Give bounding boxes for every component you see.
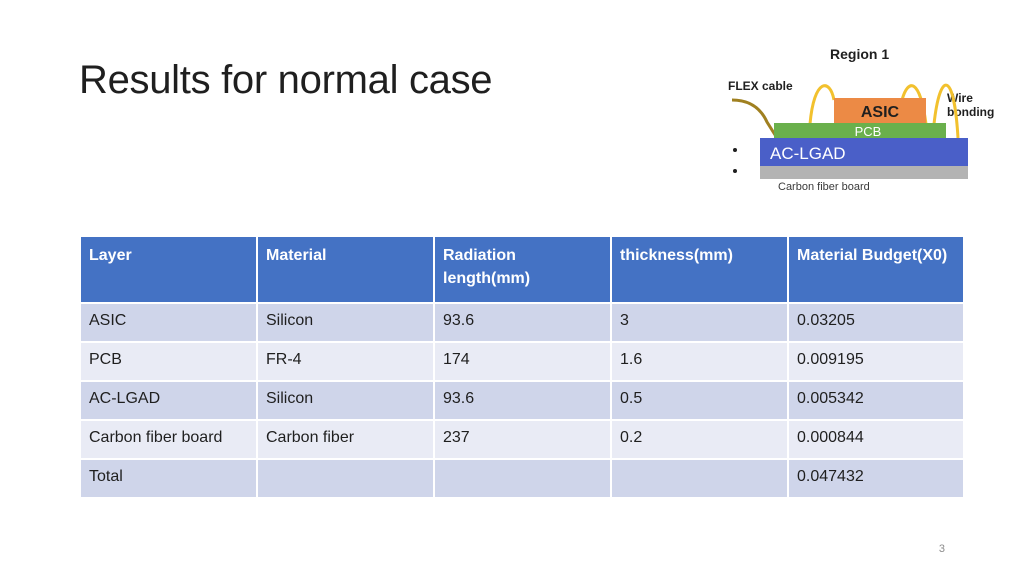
cell-layer: Carbon fiber board: [79, 419, 258, 460]
wire-bonding-label-line2: bonding: [947, 105, 994, 119]
cell-thickness: 0.2: [610, 419, 789, 460]
aclgad-layer-label: AC-LGAD: [770, 144, 846, 163]
pcb-layer: [774, 123, 946, 138]
cell-layer: ASIC: [79, 302, 258, 343]
wire-bond-right: [932, 83, 960, 139]
cell-material: [256, 458, 435, 499]
cell-material: Silicon: [256, 380, 435, 421]
dot-marker: [733, 169, 737, 173]
cell-material-budget: 0.03205: [787, 302, 965, 343]
region-diagram: Region 1 FLEX cable Wire bonding ASIC PC…: [728, 46, 994, 193]
cell-radiation-length: 93.6: [433, 380, 612, 421]
page-number: 3: [938, 543, 945, 555]
carbon-fiber-layer: [760, 166, 968, 179]
cell-material: Silicon: [256, 302, 435, 343]
flex-cable-line: [731, 98, 779, 139]
cell-material: Carbon fiber: [256, 419, 435, 460]
header-layer: Layer: [79, 235, 258, 304]
cell-material: FR-4: [256, 341, 435, 382]
cell-layer: PCB: [79, 341, 258, 382]
cell-thickness: 0.5: [610, 380, 789, 421]
asic-layer: [834, 98, 926, 123]
dot-marker: [733, 148, 737, 152]
cell-material-budget: 0.005342: [787, 380, 965, 421]
table-header-row: Layer Material Radiation length(mm) thic…: [79, 235, 965, 304]
table-row: PCB FR-4 174 1.6 0.009195: [79, 341, 965, 382]
header-thickness: thickness(mm): [610, 235, 789, 304]
cell-material-budget: 0.009195: [787, 341, 965, 382]
header-radiation-length: Radiation length(mm): [433, 235, 612, 304]
aclgad-layer: [760, 138, 968, 166]
table-row: Carbon fiber board Carbon fiber 237 0.2 …: [79, 419, 965, 460]
table-row: ASIC Silicon 93.6 3 0.03205: [79, 302, 965, 343]
table-row: AC-LGAD Silicon 93.6 0.5 0.005342: [79, 380, 965, 421]
cell-thickness: 1.6: [610, 341, 789, 382]
cell-radiation-length: 237: [433, 419, 612, 460]
cell-layer: Total: [79, 458, 258, 499]
cell-layer: AC-LGAD: [79, 380, 258, 421]
table-row-total: Total 0.047432: [79, 458, 965, 499]
cell-radiation-length: 174: [433, 341, 612, 382]
pcb-layer-label: PCB: [855, 124, 882, 139]
results-table: Layer Material Radiation length(mm) thic…: [79, 235, 965, 499]
header-material: Material: [256, 235, 435, 304]
wire-bond-left: [808, 84, 836, 125]
region-label: Region 1: [830, 46, 889, 62]
cell-material-budget: 0.000844: [787, 419, 965, 460]
cell-material-budget: 0.047432: [787, 458, 965, 499]
cell-thickness: [610, 458, 789, 499]
slide-title: Results for normal case: [79, 58, 493, 102]
cell-thickness: 3: [610, 302, 789, 343]
cell-radiation-length: [433, 458, 612, 499]
cell-radiation-length: 93.6: [433, 302, 612, 343]
header-material-budget: Material Budget(X0): [787, 235, 965, 304]
carbon-fiber-label: Carbon fiber board: [778, 181, 870, 193]
flex-cable-label: FLEX cable: [728, 79, 793, 93]
asic-layer-label: ASIC: [861, 104, 900, 121]
